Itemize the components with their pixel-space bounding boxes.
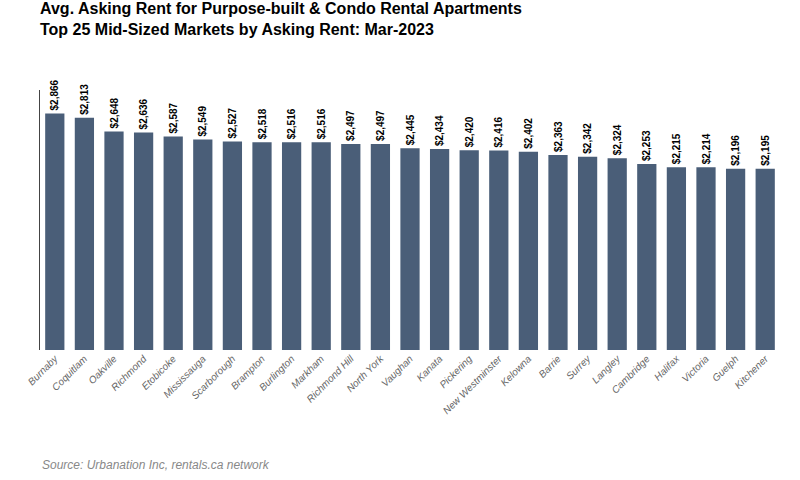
- svg-text:Etobicoke: Etobicoke: [139, 353, 178, 392]
- svg-text:$2,636: $2,636: [138, 98, 149, 129]
- svg-text:Burlington: Burlington: [257, 353, 297, 393]
- svg-text:$2,196: $2,196: [730, 135, 741, 166]
- svg-text:Scarborough: Scarborough: [189, 353, 238, 402]
- svg-text:Pickering: Pickering: [437, 353, 474, 390]
- svg-text:Richmond: Richmond: [109, 353, 149, 393]
- svg-text:$2,253: $2,253: [641, 130, 652, 161]
- svg-text:$2,195: $2,195: [760, 135, 771, 166]
- svg-text:Coquitlam: Coquitlam: [50, 353, 90, 393]
- svg-text:$2,527: $2,527: [227, 107, 238, 138]
- svg-text:$2,342: $2,342: [582, 123, 593, 154]
- svg-text:$2,324: $2,324: [612, 124, 623, 155]
- svg-text:Source: Urbanation Inc, rental: Source: Urbanation Inc, rentals.ca netwo…: [42, 458, 270, 472]
- svg-text:$2,518: $2,518: [257, 108, 268, 139]
- svg-text:Richmond Hill: Richmond Hill: [304, 353, 356, 405]
- svg-text:Kelowna: Kelowna: [498, 353, 533, 388]
- svg-text:Victoria: Victoria: [680, 353, 712, 385]
- svg-text:$2,215: $2,215: [671, 133, 682, 164]
- svg-text:New Westminster: New Westminster: [441, 353, 505, 417]
- svg-text:$2,434: $2,434: [434, 115, 445, 146]
- svg-text:Oakville: Oakville: [86, 353, 119, 386]
- svg-text:Kanata: Kanata: [414, 353, 444, 383]
- svg-text:$2,420: $2,420: [464, 116, 475, 147]
- svg-text:$2,516: $2,516: [316, 108, 327, 139]
- svg-text:Brampton: Brampton: [229, 353, 268, 392]
- svg-text:$2,813: $2,813: [79, 84, 90, 115]
- svg-text:Mississauga: Mississauga: [161, 353, 208, 400]
- svg-text:Halifax: Halifax: [652, 352, 682, 382]
- svg-text:North York: North York: [344, 352, 386, 394]
- svg-text:$2,648: $2,648: [109, 97, 120, 128]
- svg-text:$2,402: $2,402: [523, 118, 534, 149]
- svg-text:Kitchener: Kitchener: [732, 353, 770, 391]
- svg-text:$2,549: $2,549: [197, 106, 208, 137]
- svg-text:Vaughan: Vaughan: [379, 353, 415, 389]
- svg-text:Burnaby: Burnaby: [26, 352, 61, 387]
- svg-text:$2,214: $2,214: [701, 133, 712, 164]
- svg-text:Surrey: Surrey: [564, 352, 593, 381]
- svg-text:Avg. Asking Rent for Purpose-b: Avg. Asking Rent for Purpose-built & Con…: [40, 0, 522, 38]
- svg-text:Cambridge: Cambridge: [609, 353, 652, 396]
- svg-text:Langley: Langley: [590, 352, 623, 385]
- svg-text:$2,445: $2,445: [405, 114, 416, 145]
- svg-text:$2,497: $2,497: [345, 110, 356, 141]
- svg-text:$2,497: $2,497: [375, 110, 386, 141]
- svg-text:$2,363: $2,363: [553, 121, 564, 152]
- svg-text:Barrie: Barrie: [536, 353, 563, 380]
- svg-text:Markham: Markham: [289, 353, 326, 390]
- svg-text:$2,587: $2,587: [168, 102, 179, 133]
- svg-text:$2,416: $2,416: [493, 117, 504, 148]
- svg-text:$2,866: $2,866: [49, 79, 60, 110]
- svg-text:Guelph: Guelph: [710, 353, 741, 384]
- svg-text:$2,516: $2,516: [286, 108, 297, 139]
